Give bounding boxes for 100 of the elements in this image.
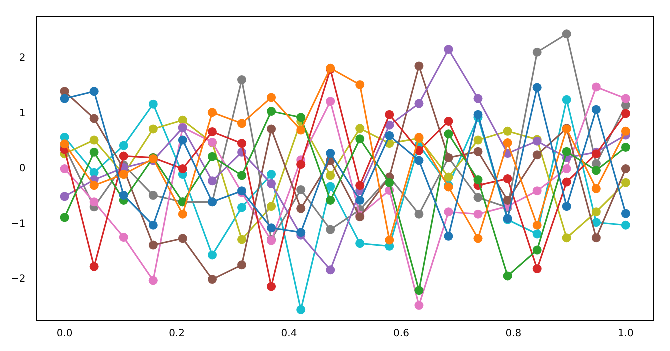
point (503, 138, 512, 148)
y-tick-label: −1 (10, 218, 26, 230)
point (356, 80, 365, 90)
point (90, 198, 99, 207)
point (267, 107, 276, 116)
point (208, 108, 217, 118)
point (621, 142, 630, 152)
point (474, 147, 483, 156)
point (532, 220, 542, 230)
point (414, 156, 424, 166)
point (562, 147, 572, 156)
point (621, 209, 630, 218)
point (621, 220, 630, 230)
point (503, 126, 512, 136)
point (444, 45, 454, 54)
point (178, 234, 188, 244)
point (90, 262, 99, 272)
y-tick-label: 2 (19, 53, 26, 64)
point (238, 119, 247, 128)
point (592, 208, 601, 217)
point (474, 210, 483, 219)
point (267, 93, 276, 102)
point (267, 224, 276, 233)
point (562, 202, 572, 212)
point (296, 228, 306, 238)
point (474, 234, 483, 244)
point (474, 94, 483, 104)
point (385, 110, 394, 120)
point (532, 48, 542, 57)
point (562, 30, 572, 39)
y-tick-label: −2 (10, 274, 26, 286)
point (326, 149, 336, 158)
x-tick-label: 1.0 (618, 328, 634, 340)
point (148, 124, 158, 134)
point (385, 131, 394, 140)
point (178, 210, 188, 219)
point (238, 260, 247, 270)
point (296, 113, 306, 122)
point (385, 236, 394, 245)
point (148, 240, 158, 250)
point (60, 213, 70, 222)
point (90, 114, 99, 124)
point (444, 172, 454, 182)
point (356, 134, 365, 144)
point (208, 275, 217, 284)
point (296, 160, 306, 170)
point (444, 116, 454, 126)
point (178, 164, 188, 174)
point (60, 192, 70, 202)
point (503, 272, 512, 281)
point (592, 105, 601, 114)
point (60, 164, 70, 174)
point (148, 276, 158, 286)
point (178, 136, 188, 145)
point (208, 250, 217, 260)
point (562, 178, 572, 187)
point (326, 225, 336, 234)
point (621, 109, 630, 118)
point (532, 186, 542, 196)
point (385, 178, 394, 188)
point (414, 62, 424, 71)
point (148, 220, 158, 230)
point (532, 246, 542, 255)
point (444, 232, 454, 241)
point (238, 139, 247, 148)
point (267, 170, 276, 180)
point (119, 233, 128, 242)
point (532, 83, 542, 92)
point (592, 166, 601, 176)
point (621, 126, 630, 136)
point (238, 203, 247, 212)
point (238, 171, 247, 180)
point (90, 181, 99, 190)
point (326, 182, 336, 192)
y-tick-label: 0 (19, 164, 26, 175)
point (296, 305, 306, 314)
point (474, 176, 483, 185)
point (532, 230, 542, 239)
point (503, 174, 512, 184)
point (119, 152, 128, 161)
x-tick-label: 0.0 (56, 328, 73, 340)
point (296, 126, 306, 135)
point (474, 110, 483, 120)
point (90, 87, 99, 96)
point (444, 130, 454, 139)
point (296, 204, 306, 214)
point (562, 234, 572, 243)
point (90, 148, 99, 157)
point (356, 196, 365, 206)
point (90, 136, 99, 145)
point (414, 301, 424, 310)
point (267, 282, 276, 292)
point (238, 76, 247, 85)
point (356, 124, 365, 134)
point (414, 286, 424, 296)
point (208, 152, 217, 162)
point (592, 234, 601, 243)
point (356, 239, 365, 248)
point (326, 97, 336, 106)
point (562, 95, 572, 104)
